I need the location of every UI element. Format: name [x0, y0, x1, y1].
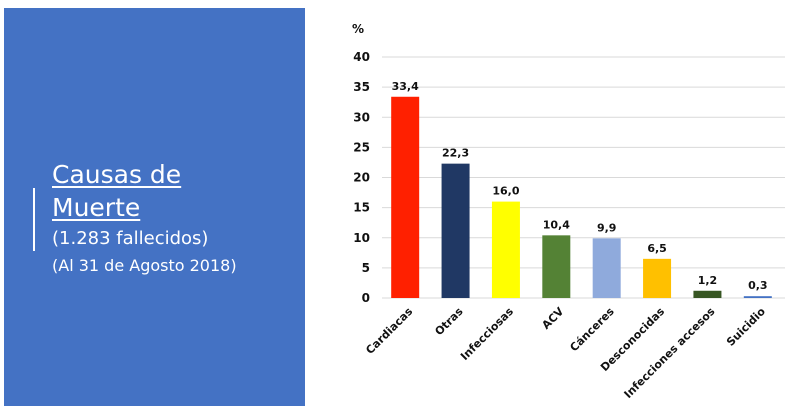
bar-cánceres [592, 238, 621, 298]
x-tick-label: ACV [539, 305, 566, 332]
data-label: 33,4 [392, 80, 419, 93]
x-tick-label: Cardiacas [363, 305, 415, 357]
y-tick-label: 30 [353, 110, 370, 124]
title-panel: Causas de Muerte (1.283 fallecidos) (Al … [4, 8, 305, 406]
y-tick-label: 5 [362, 261, 370, 275]
x-tick-label: Cánceres [567, 305, 617, 355]
x-tick-label: Infecciones accesos [622, 305, 718, 401]
accent-line [33, 188, 35, 251]
y-tick-label: 25 [353, 140, 370, 154]
bar-infecciones-accesos [693, 290, 722, 298]
x-tick-label: Otras [432, 305, 466, 339]
data-label: 6,5 [647, 242, 667, 255]
y-tick-label: 0 [362, 291, 370, 305]
bar-suicidio [743, 296, 772, 298]
x-tick-label: Infecciosas [458, 305, 516, 363]
bar-desconocidas [643, 258, 672, 298]
y-tick-label: 40 [353, 50, 370, 64]
y-tick-label: 35 [353, 80, 370, 94]
bar-cardiacas [391, 96, 420, 298]
bar-infecciosas [491, 201, 520, 298]
data-label: 22,3 [442, 147, 469, 160]
y-tick-label: 20 [353, 171, 370, 185]
panel-subtitle: (1.283 fallecidos) [52, 228, 209, 249]
data-label: 9,9 [597, 221, 617, 234]
panel-title-line1: Causas de [52, 160, 182, 189]
data-label: 0,3 [748, 279, 768, 292]
y-axis-label: % [352, 22, 364, 36]
data-label: 1,2 [698, 274, 718, 287]
panel-title-line2: Muerte [52, 193, 141, 222]
bar-otras [441, 163, 470, 298]
y-tick-label: 15 [353, 201, 370, 215]
bar-acv [542, 235, 571, 298]
data-label: 10,4 [543, 218, 570, 231]
x-tick-label: Suicidio [724, 305, 768, 349]
data-label: 16,0 [492, 185, 519, 198]
y-tick-label: 10 [353, 231, 370, 245]
panel-date: (Al 31 de Agosto 2018) [52, 256, 237, 275]
